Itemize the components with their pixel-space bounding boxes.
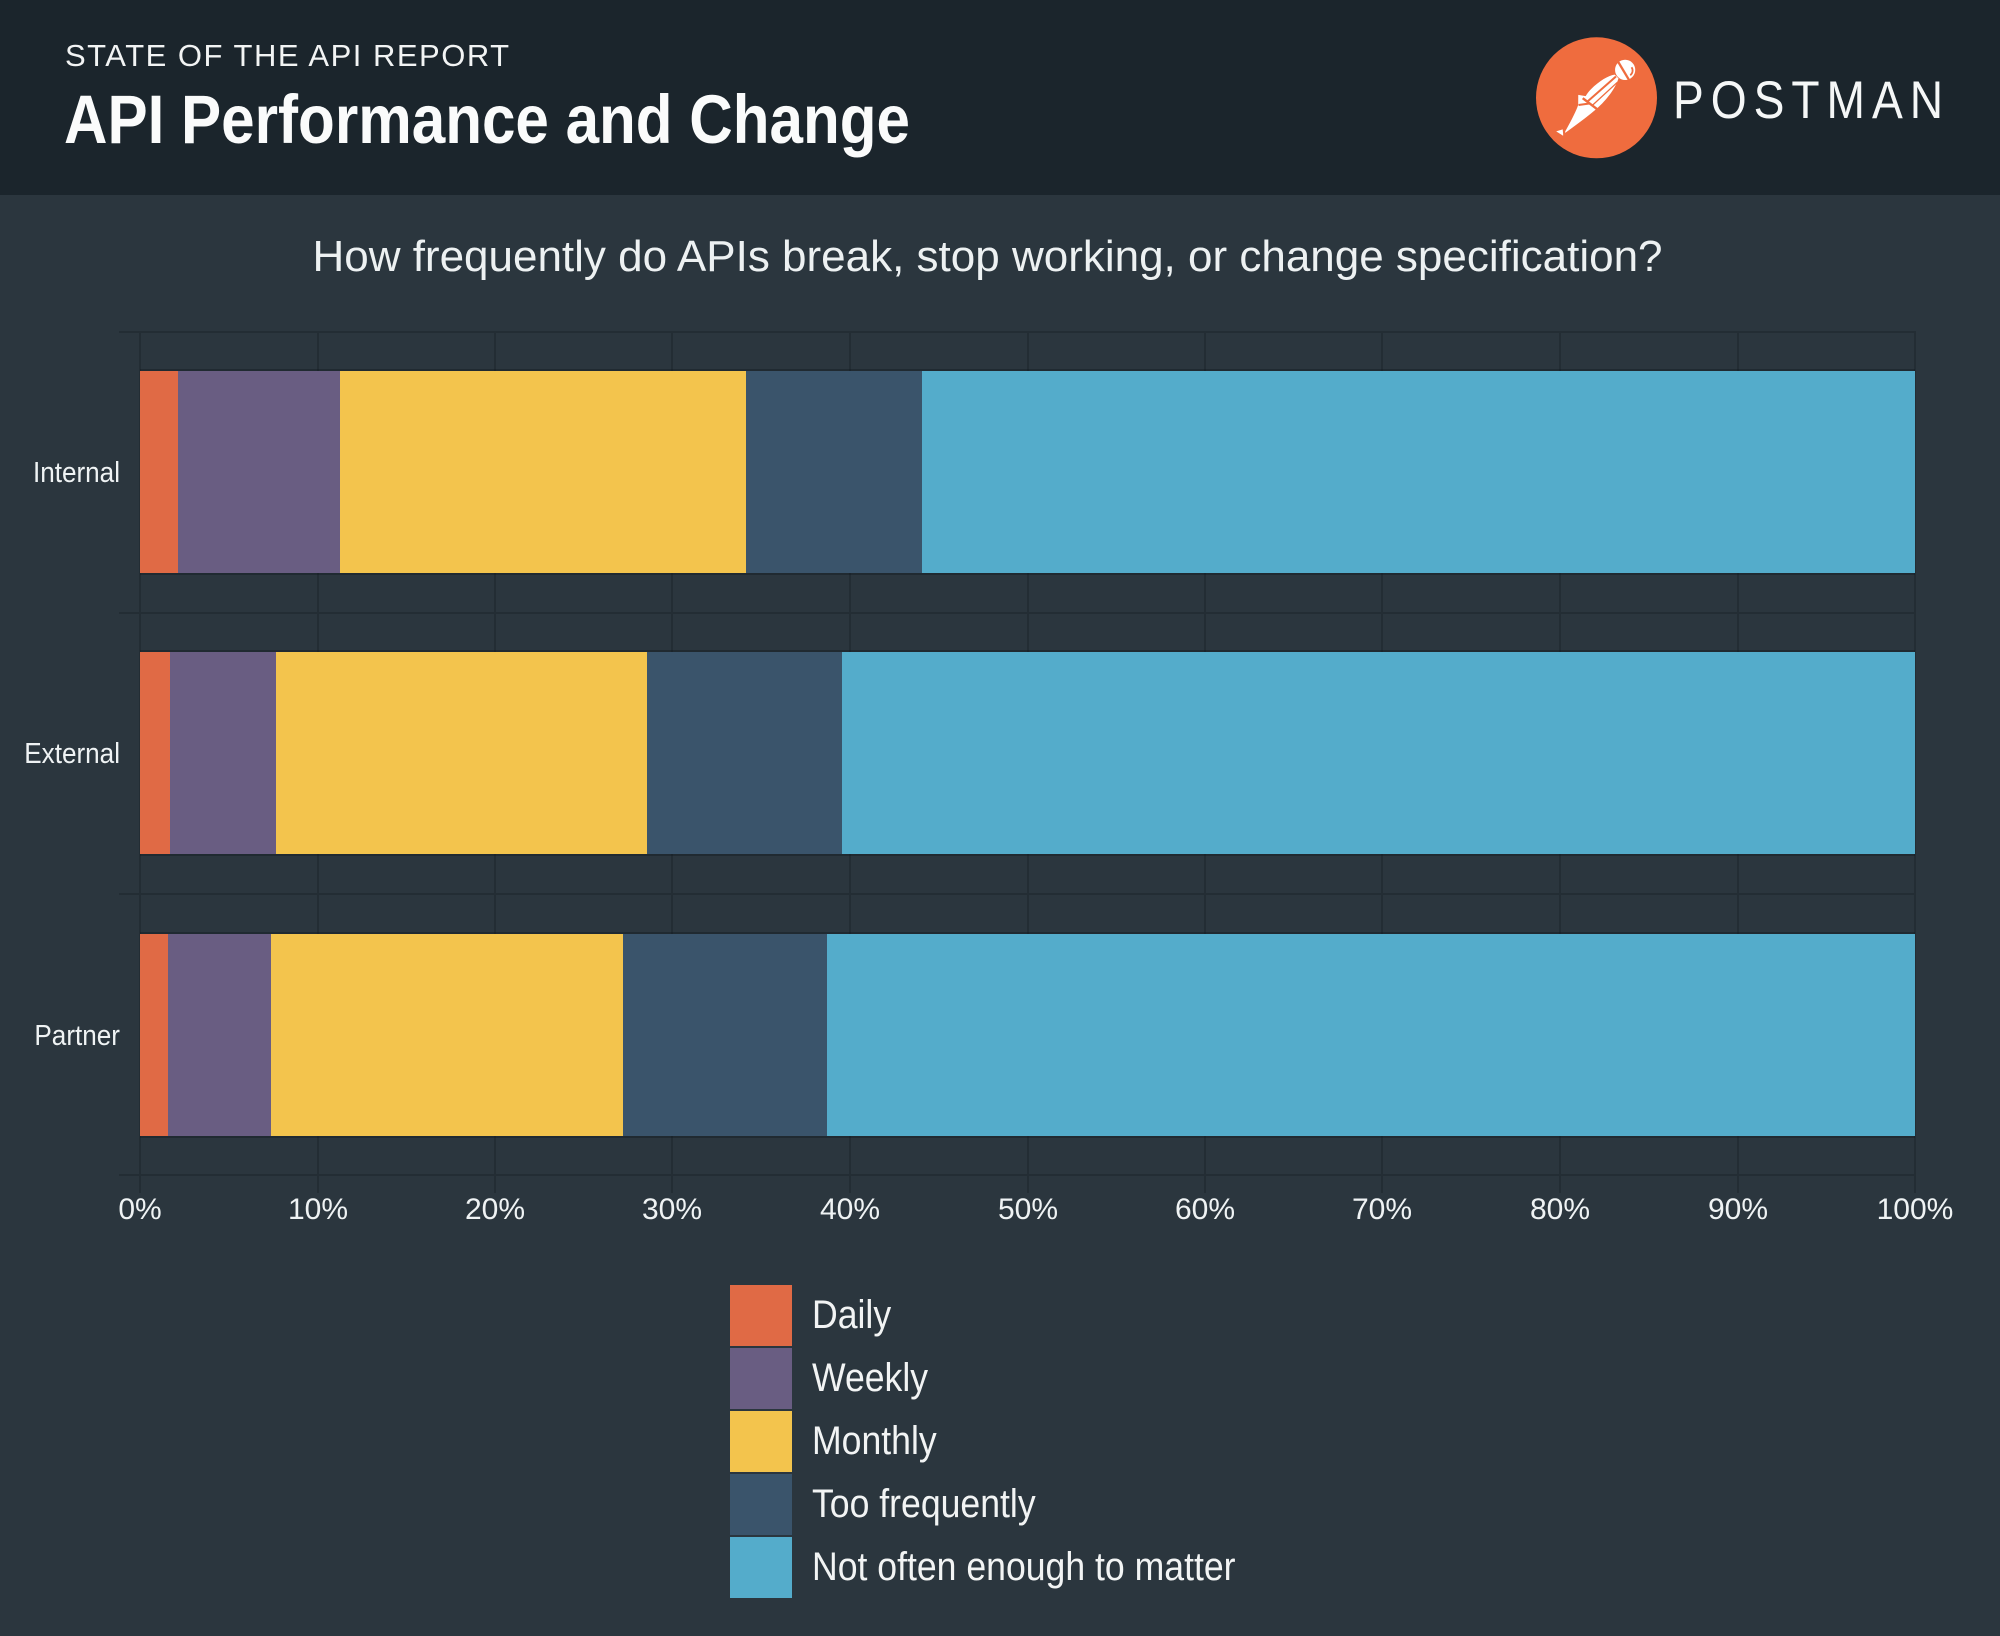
svg-text:POSTMAN: POSTMAN	[1673, 71, 1950, 130]
